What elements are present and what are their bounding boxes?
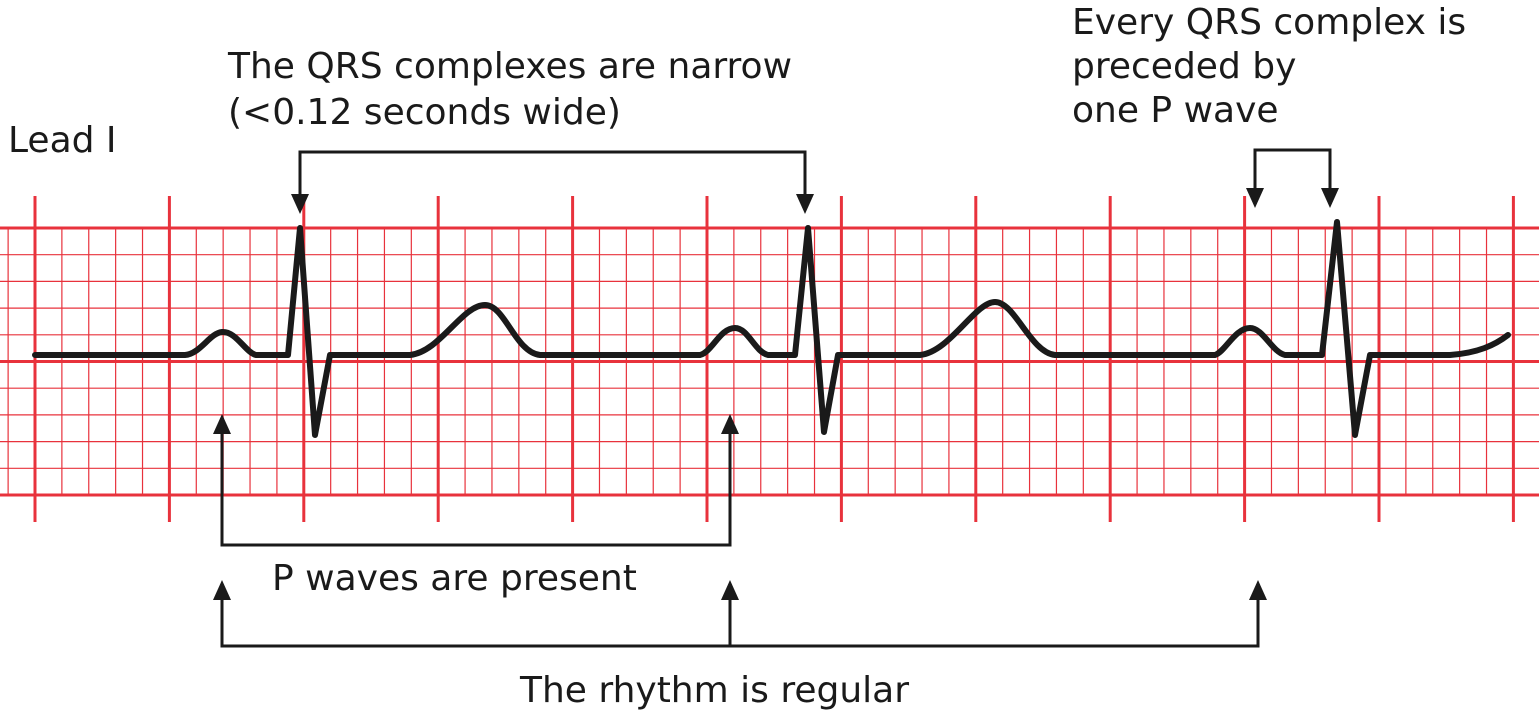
p-before-qrs-annotation-line2: preceded by <box>1072 46 1296 87</box>
p-before-qrs-arrowhead-left <box>1246 188 1264 208</box>
qrs-arrowhead-left <box>291 194 309 214</box>
rhythm-regular-annotation: The rhythm is regular <box>519 670 909 711</box>
lead-label: Lead I <box>8 120 117 161</box>
rhythm-arrowhead-right <box>1249 580 1267 600</box>
p-present-annotation: P waves are present <box>272 558 637 599</box>
p-before-qrs-callout-bracket <box>1246 148 1339 208</box>
qrs-callout-bracket <box>291 150 814 214</box>
p-before-qrs-arrowhead-right <box>1321 188 1339 208</box>
p-before-qrs-annotation-line1: Every QRS complex is <box>1072 2 1466 43</box>
p-present-arrowhead-right <box>721 414 739 434</box>
ecg-grid <box>0 196 1539 522</box>
p-present-callout-bracket <box>213 414 739 547</box>
rhythm-arrowhead-left <box>213 580 231 600</box>
rhythm-arrowhead-middle <box>721 580 739 600</box>
qrs-annotation-line1: The QRS complexes are narrow <box>227 46 792 87</box>
qrs-arrowhead-right <box>796 194 814 214</box>
rhythm-regular-callout-bracket <box>213 580 1267 648</box>
ecg-trace <box>32 219 1511 438</box>
p-present-arrowhead-left <box>213 414 231 434</box>
qrs-annotation-line2: (<0.12 seconds wide) <box>228 92 621 133</box>
p-before-qrs-annotation-line3: one P wave <box>1072 90 1279 131</box>
